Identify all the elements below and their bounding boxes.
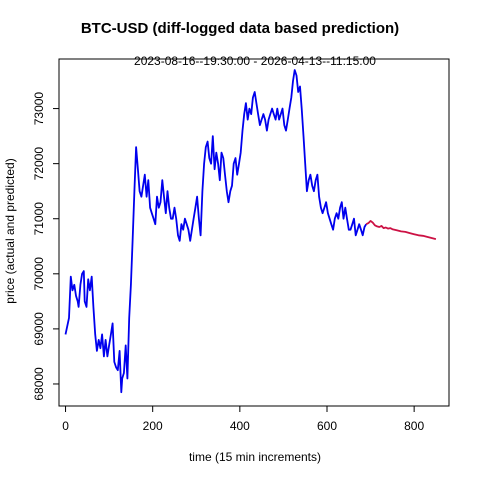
chart-subtitle: 2023-08-16--19:30:00 - 2026-04-13--11:15… (134, 54, 376, 68)
series-group (64, 69, 437, 394)
x-tick-label: 600 (317, 419, 337, 433)
y-tick-label: 68000 (32, 367, 46, 401)
actual-price-line (64, 69, 367, 394)
y-tick-label: 72000 (32, 147, 46, 181)
chart-title: BTC-USD (diff-logged data based predicti… (80, 20, 400, 37)
x-tick-label: 200 (143, 419, 163, 433)
x-axis-label: time (15 min increments) (188, 450, 322, 464)
y-tick-label: 69000 (32, 312, 46, 346)
x-tick-label: 400 (230, 419, 250, 433)
axes: 0 200 400 600 800 68000 69000 70000 71000 72000 73… (32, 92, 424, 433)
predicted-price-line (365, 219, 437, 240)
y-tick-label: 70000 (32, 257, 46, 291)
x-tick-label: 800 (404, 419, 424, 433)
y-tick-label: 73000 (32, 92, 46, 126)
plot-frame (58, 58, 450, 407)
x-tick-label: 0 (62, 419, 69, 433)
y-tick-label: 71000 (32, 202, 46, 236)
